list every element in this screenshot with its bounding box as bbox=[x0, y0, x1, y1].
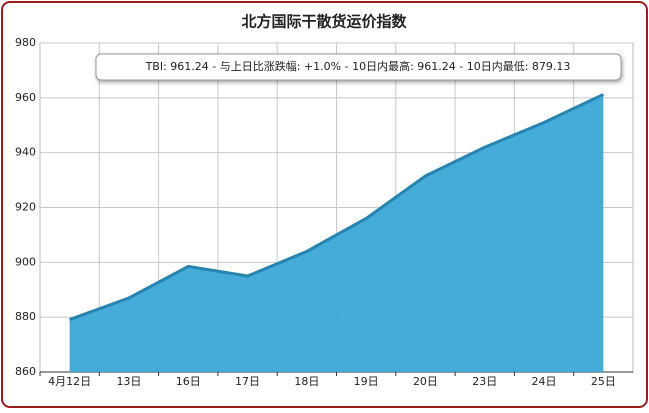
area-line bbox=[69, 93, 604, 321]
y-tick-label: 900 bbox=[15, 255, 36, 268]
x-tick-label: 4月12日 bbox=[48, 375, 91, 388]
y-tick-label: 920 bbox=[15, 201, 36, 214]
annotation-box bbox=[95, 53, 622, 81]
annotation: TBI: 961.24 - 与上日比涨跌幅: +1.0% - 10日内最高: 9… bbox=[145, 59, 571, 73]
x-tick-label: 13日 bbox=[116, 375, 141, 388]
x-tick-label: 23日 bbox=[472, 375, 497, 388]
y-tick-label: 940 bbox=[15, 146, 36, 159]
chart-title: 北方国际干散货运价指数 bbox=[241, 13, 407, 31]
y-tick-label: 960 bbox=[15, 91, 36, 104]
x-tick-label: 25日 bbox=[591, 375, 616, 388]
y-tick-label: 880 bbox=[15, 310, 36, 323]
y-tick-label: 980 bbox=[15, 36, 36, 49]
area bbox=[69, 94, 604, 373]
y-tick-label: 860 bbox=[15, 365, 36, 378]
x-tick-label: 18日 bbox=[294, 375, 319, 388]
x-tick-label: 24日 bbox=[532, 375, 557, 388]
x-tick-label: 16日 bbox=[176, 375, 201, 388]
x-tick-label: 20日 bbox=[413, 375, 438, 388]
x-tick-label: 17日 bbox=[235, 375, 260, 388]
x-tick-label: 19日 bbox=[354, 375, 379, 388]
